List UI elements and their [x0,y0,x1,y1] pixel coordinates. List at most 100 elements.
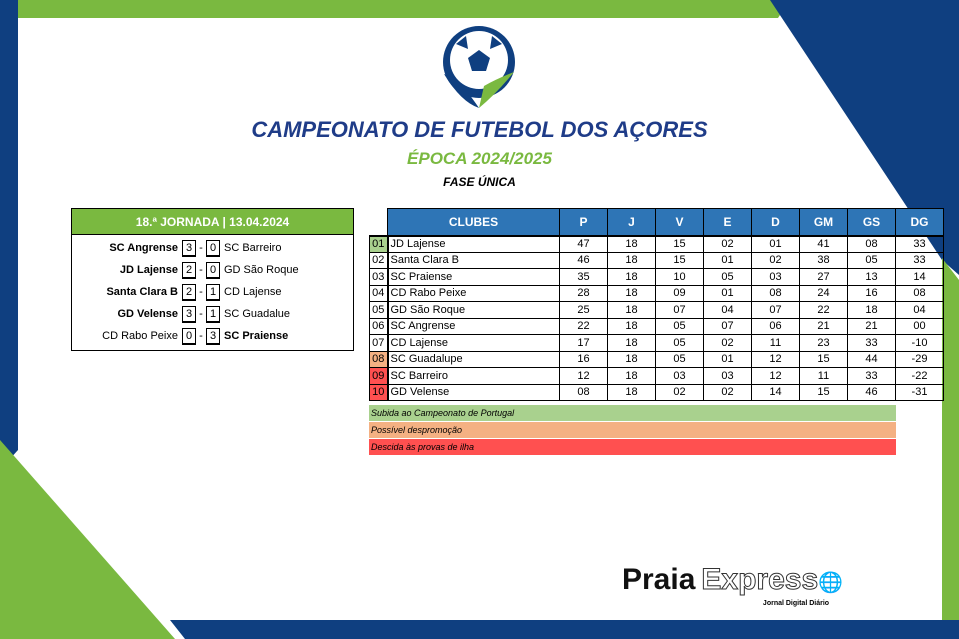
position-cell: 07 [369,334,389,352]
home-score: 2 [182,261,196,279]
stat-dg: -22 [895,367,944,385]
brand-tagline: Jornal Digital Diário [762,600,830,607]
stat-e: 02 [703,235,752,253]
stat-gm: 24 [799,284,848,302]
stat-p: 17 [559,334,608,352]
stat-gm: 22 [799,301,848,319]
stat-d: 12 [751,367,800,385]
stat-dg: 33 [895,235,944,253]
brand-name-praia: Praia [622,563,696,596]
stat-j: 18 [607,268,656,286]
home-team: Santa Clara B [106,286,178,298]
stat-j: 18 [607,284,656,302]
club-name: GD Velense [387,383,560,401]
stat-j: 18 [607,235,656,253]
stat-gm: 38 [799,251,848,269]
stat-d: 06 [751,317,800,335]
column-header-e[interactable]: E [703,208,752,236]
away-score: 3 [206,327,220,345]
stat-p: 08 [559,383,608,401]
stat-dg: 08 [895,284,944,302]
stat-e: 02 [703,383,752,401]
globe-icon: 🌐 [818,572,844,594]
stat-v: 05 [655,317,704,335]
table-row: 07 CD Lajense 17 18 05 02 11 23 33 -10 [369,334,944,352]
legend-promotion: Subida ao Campeonato de Portugal [369,405,896,421]
stat-gs: 13 [847,268,896,286]
stat-v: 07 [655,301,704,319]
stat-e: 03 [703,367,752,385]
stat-e: 02 [703,334,752,352]
phase-label: FASE ÚNICA [443,175,516,189]
stat-gs: 33 [847,367,896,385]
stat-d: 01 [751,235,800,253]
stat-p: 25 [559,301,608,319]
column-header-j[interactable]: J [607,208,656,236]
stat-e: 01 [703,350,752,368]
page-title: CAMPEONATO DE FUTEBOL DOS AÇORES [251,117,708,142]
stat-v: 02 [655,383,704,401]
home-score: 2 [182,283,196,301]
home-score: 3 [182,305,196,323]
stat-dg: 04 [895,301,944,319]
column-header-p[interactable]: P [559,208,608,236]
stat-d: 08 [751,284,800,302]
legend-relegation: Descida às provas de ilha [369,439,896,455]
home-team: CD Rabo Peixe [102,330,178,342]
position-cell: 08 [369,350,389,368]
stat-dg: 14 [895,268,944,286]
score-separator: - [199,308,203,320]
stat-d: 03 [751,268,800,286]
away-team: GD São Roque [224,264,299,276]
league-logo [443,26,515,108]
stat-p: 46 [559,251,608,269]
column-header-gs[interactable]: GS [847,208,896,236]
stat-gs: 05 [847,251,896,269]
club-name: SC Guadalupe [387,350,560,368]
column-header-d[interactable]: D [751,208,800,236]
away-team: CD Lajense [224,286,282,298]
stat-gm: 21 [799,317,848,335]
stat-v: 03 [655,367,704,385]
home-team: JD Lajense [119,264,178,276]
score-separator: - [199,286,203,298]
away-team: SC Barreiro [224,242,282,254]
table-row: 02 Santa Clara B 46 18 15 01 02 38 05 33 [369,251,944,269]
stat-gs: 44 [847,350,896,368]
column-header-v[interactable]: V [655,208,704,236]
stat-p: 16 [559,350,608,368]
column-header-dg[interactable]: DG [895,208,944,236]
stat-gs: 16 [847,284,896,302]
home-team: SC Angrense [109,242,178,254]
stat-e: 07 [703,317,752,335]
stat-v: 05 [655,334,704,352]
stat-gs: 46 [847,383,896,401]
stat-d: 14 [751,383,800,401]
stat-d: 02 [751,251,800,269]
stat-v: 09 [655,284,704,302]
club-name: CD Lajense [387,334,560,352]
stat-e: 01 [703,284,752,302]
club-name: SC Praiense [387,268,560,286]
match-row: CD Rabo Peixe 0 - 3 SC Praiense [72,325,353,347]
home-team: GD Velense [117,308,178,320]
stat-dg: -31 [895,383,944,401]
stat-gm: 15 [799,383,848,401]
table-row: 09 SC Barreiro 12 18 03 03 12 11 33 -22 [369,367,944,385]
table-row: 06 SC Angrense 22 18 05 07 06 21 21 00 [369,317,944,335]
away-score: 0 [206,261,220,279]
stat-gm: 11 [799,367,848,385]
stat-p: 35 [559,268,608,286]
stat-j: 18 [607,350,656,368]
stat-p: 28 [559,284,608,302]
stat-dg: -10 [895,334,944,352]
position-cell: 10 [369,383,389,401]
brand-logo: Praia Express🌐 Jornal Digital Diário [622,563,844,608]
column-header-gm[interactable]: GM [799,208,848,236]
stat-gs: 21 [847,317,896,335]
standings-table: CLUBES P J V E D GM GS DG 01 JD Lajense 47 18 15 02 01… [369,208,944,401]
column-header-clubes[interactable]: CLUBES [387,208,560,236]
away-score: 1 [206,305,220,323]
position-cell: 05 [369,301,389,319]
